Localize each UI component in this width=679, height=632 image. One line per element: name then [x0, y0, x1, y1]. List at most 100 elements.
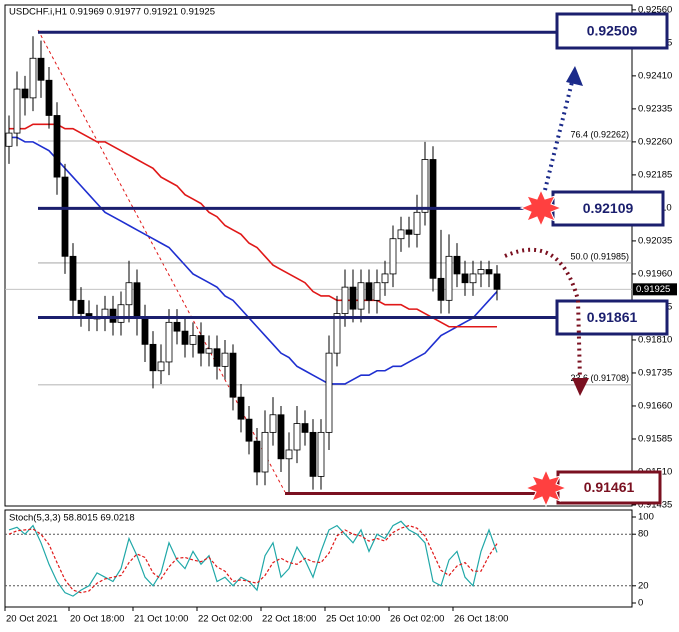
- x-tick-label: 26 Oct 02:00: [390, 614, 444, 625]
- candle-body: [109, 308, 117, 323]
- y-tick-label: 0.91660: [638, 400, 672, 411]
- starburst: [524, 468, 568, 508]
- candle-body: [365, 282, 373, 301]
- candle-body: [5, 132, 13, 147]
- y-tick-label: 0.92260: [638, 136, 672, 147]
- candle-body: [157, 361, 165, 372]
- candle-body: [437, 277, 445, 301]
- candle-body: [493, 273, 501, 290]
- x-tick-label: 20 Oct 2021: [6, 614, 58, 625]
- y-tick-label: 0.92185: [638, 169, 672, 180]
- level-box: [555, 12, 669, 50]
- candle-body: [309, 431, 317, 477]
- candle-body: [133, 282, 141, 319]
- y-tick-label: 0.91960: [638, 268, 672, 279]
- level-label: 0.92509: [587, 23, 638, 39]
- x-tick-label: 21 Oct 10:00: [134, 614, 188, 625]
- chart-title: USDCHF.i,H1 0.91969 0.91977 0.91921 0.91…: [9, 7, 215, 18]
- x-tick-label: 26 Oct 18:00: [454, 614, 508, 625]
- candle-body: [45, 79, 53, 116]
- main-plot-border: [4, 4, 633, 507]
- stoch-title: Stoch(5,3,3) 58.8015 69.0218: [9, 513, 135, 524]
- y-tick-label: 0.91810: [638, 334, 672, 345]
- candle-body: [21, 88, 29, 99]
- candle-body: [237, 396, 245, 420]
- candle-body: [53, 115, 61, 178]
- marks-layer: [5, 36, 501, 597]
- y-tick-label: 0.92035: [638, 235, 672, 246]
- y-tick-label: 80: [638, 529, 649, 540]
- candle-body: [373, 282, 381, 301]
- candle-body: [429, 159, 437, 279]
- level-label: 0.91461: [584, 479, 635, 495]
- candle-body: [333, 313, 341, 354]
- stoch-line: [8, 520, 498, 597]
- level-box: [551, 190, 665, 227]
- current-price-label: 0.91925: [636, 284, 670, 295]
- candle-body: [189, 335, 197, 345]
- candle-body: [253, 440, 261, 473]
- y-tick-label: 0.91435: [638, 500, 672, 511]
- x-tick-label: 22 Oct 18:00: [262, 614, 316, 625]
- candle-body: [213, 348, 221, 367]
- up-arrow-head: [566, 66, 583, 86]
- candle-body: [117, 304, 125, 323]
- candle-body: [453, 255, 461, 275]
- candle-body: [205, 348, 213, 354]
- candle-body: [405, 229, 413, 235]
- candle-body: [245, 418, 253, 442]
- candle-body: [285, 449, 293, 460]
- candle-body: [445, 255, 453, 301]
- moving-average: [9, 123, 497, 328]
- candle-body: [461, 273, 469, 284]
- y-tick-label: 0: [638, 598, 643, 609]
- candle-body: [301, 423, 309, 433]
- y-tick-label: 100: [638, 512, 654, 523]
- candle-body: [357, 282, 365, 310]
- moving-average: [9, 136, 498, 385]
- stoch-line: [8, 524, 498, 594]
- candle-body: [173, 321, 181, 332]
- candle-body: [69, 255, 77, 301]
- fib-label: 23.6 (0.91708): [570, 373, 629, 383]
- annotation-layer: 0.92509 0.92109 0.91861 0.91461 0.91925: [38, 12, 677, 505]
- candle-body: [181, 330, 189, 345]
- fib-label: 76.4 (0.92262): [570, 129, 629, 139]
- candle-body: [125, 282, 133, 306]
- candle-body: [389, 238, 397, 275]
- candle-body: [325, 352, 333, 433]
- candle-body: [413, 211, 421, 235]
- starburst: [519, 188, 563, 228]
- down-arrow-head: [572, 378, 589, 396]
- y-tick-label: 0.92410: [638, 70, 672, 81]
- x-tick-label: 25 Oct 10:00: [326, 614, 380, 625]
- y-tick-label: 20: [638, 580, 649, 591]
- level-label: 0.92109: [583, 200, 634, 216]
- candle-body: [477, 269, 485, 275]
- up-arrow-shaft: [543, 81, 574, 191]
- candle-body: [229, 352, 237, 398]
- y-tick-label: 0.91735: [638, 367, 672, 378]
- candle-body: [261, 431, 269, 473]
- candle-body: [269, 414, 277, 433]
- candle-body: [421, 159, 429, 213]
- candle-body: [381, 273, 389, 284]
- y-tick-label: 0.91585: [638, 433, 672, 444]
- level-box: [556, 470, 662, 505]
- candle-body: [469, 273, 477, 284]
- down-arrow-shaft: [504, 247, 582, 381]
- y-tick-label: 0.92335: [638, 103, 672, 114]
- candle-body: [485, 269, 493, 275]
- candle-body: [197, 335, 205, 354]
- fib-label: 50.0 (0.91985): [570, 251, 629, 261]
- candle-body: [165, 321, 173, 363]
- candle-body: [293, 423, 301, 451]
- current-price-tag: [633, 283, 677, 296]
- under-layer: 0.925600.924850.924100.923350.922600.921…: [4, 4, 672, 625]
- level-box: [555, 299, 669, 336]
- candle-body: [141, 317, 149, 345]
- x-tick-label: 20 Oct 18:00: [70, 614, 124, 625]
- candle-body: [77, 299, 85, 314]
- candle-body: [349, 286, 357, 310]
